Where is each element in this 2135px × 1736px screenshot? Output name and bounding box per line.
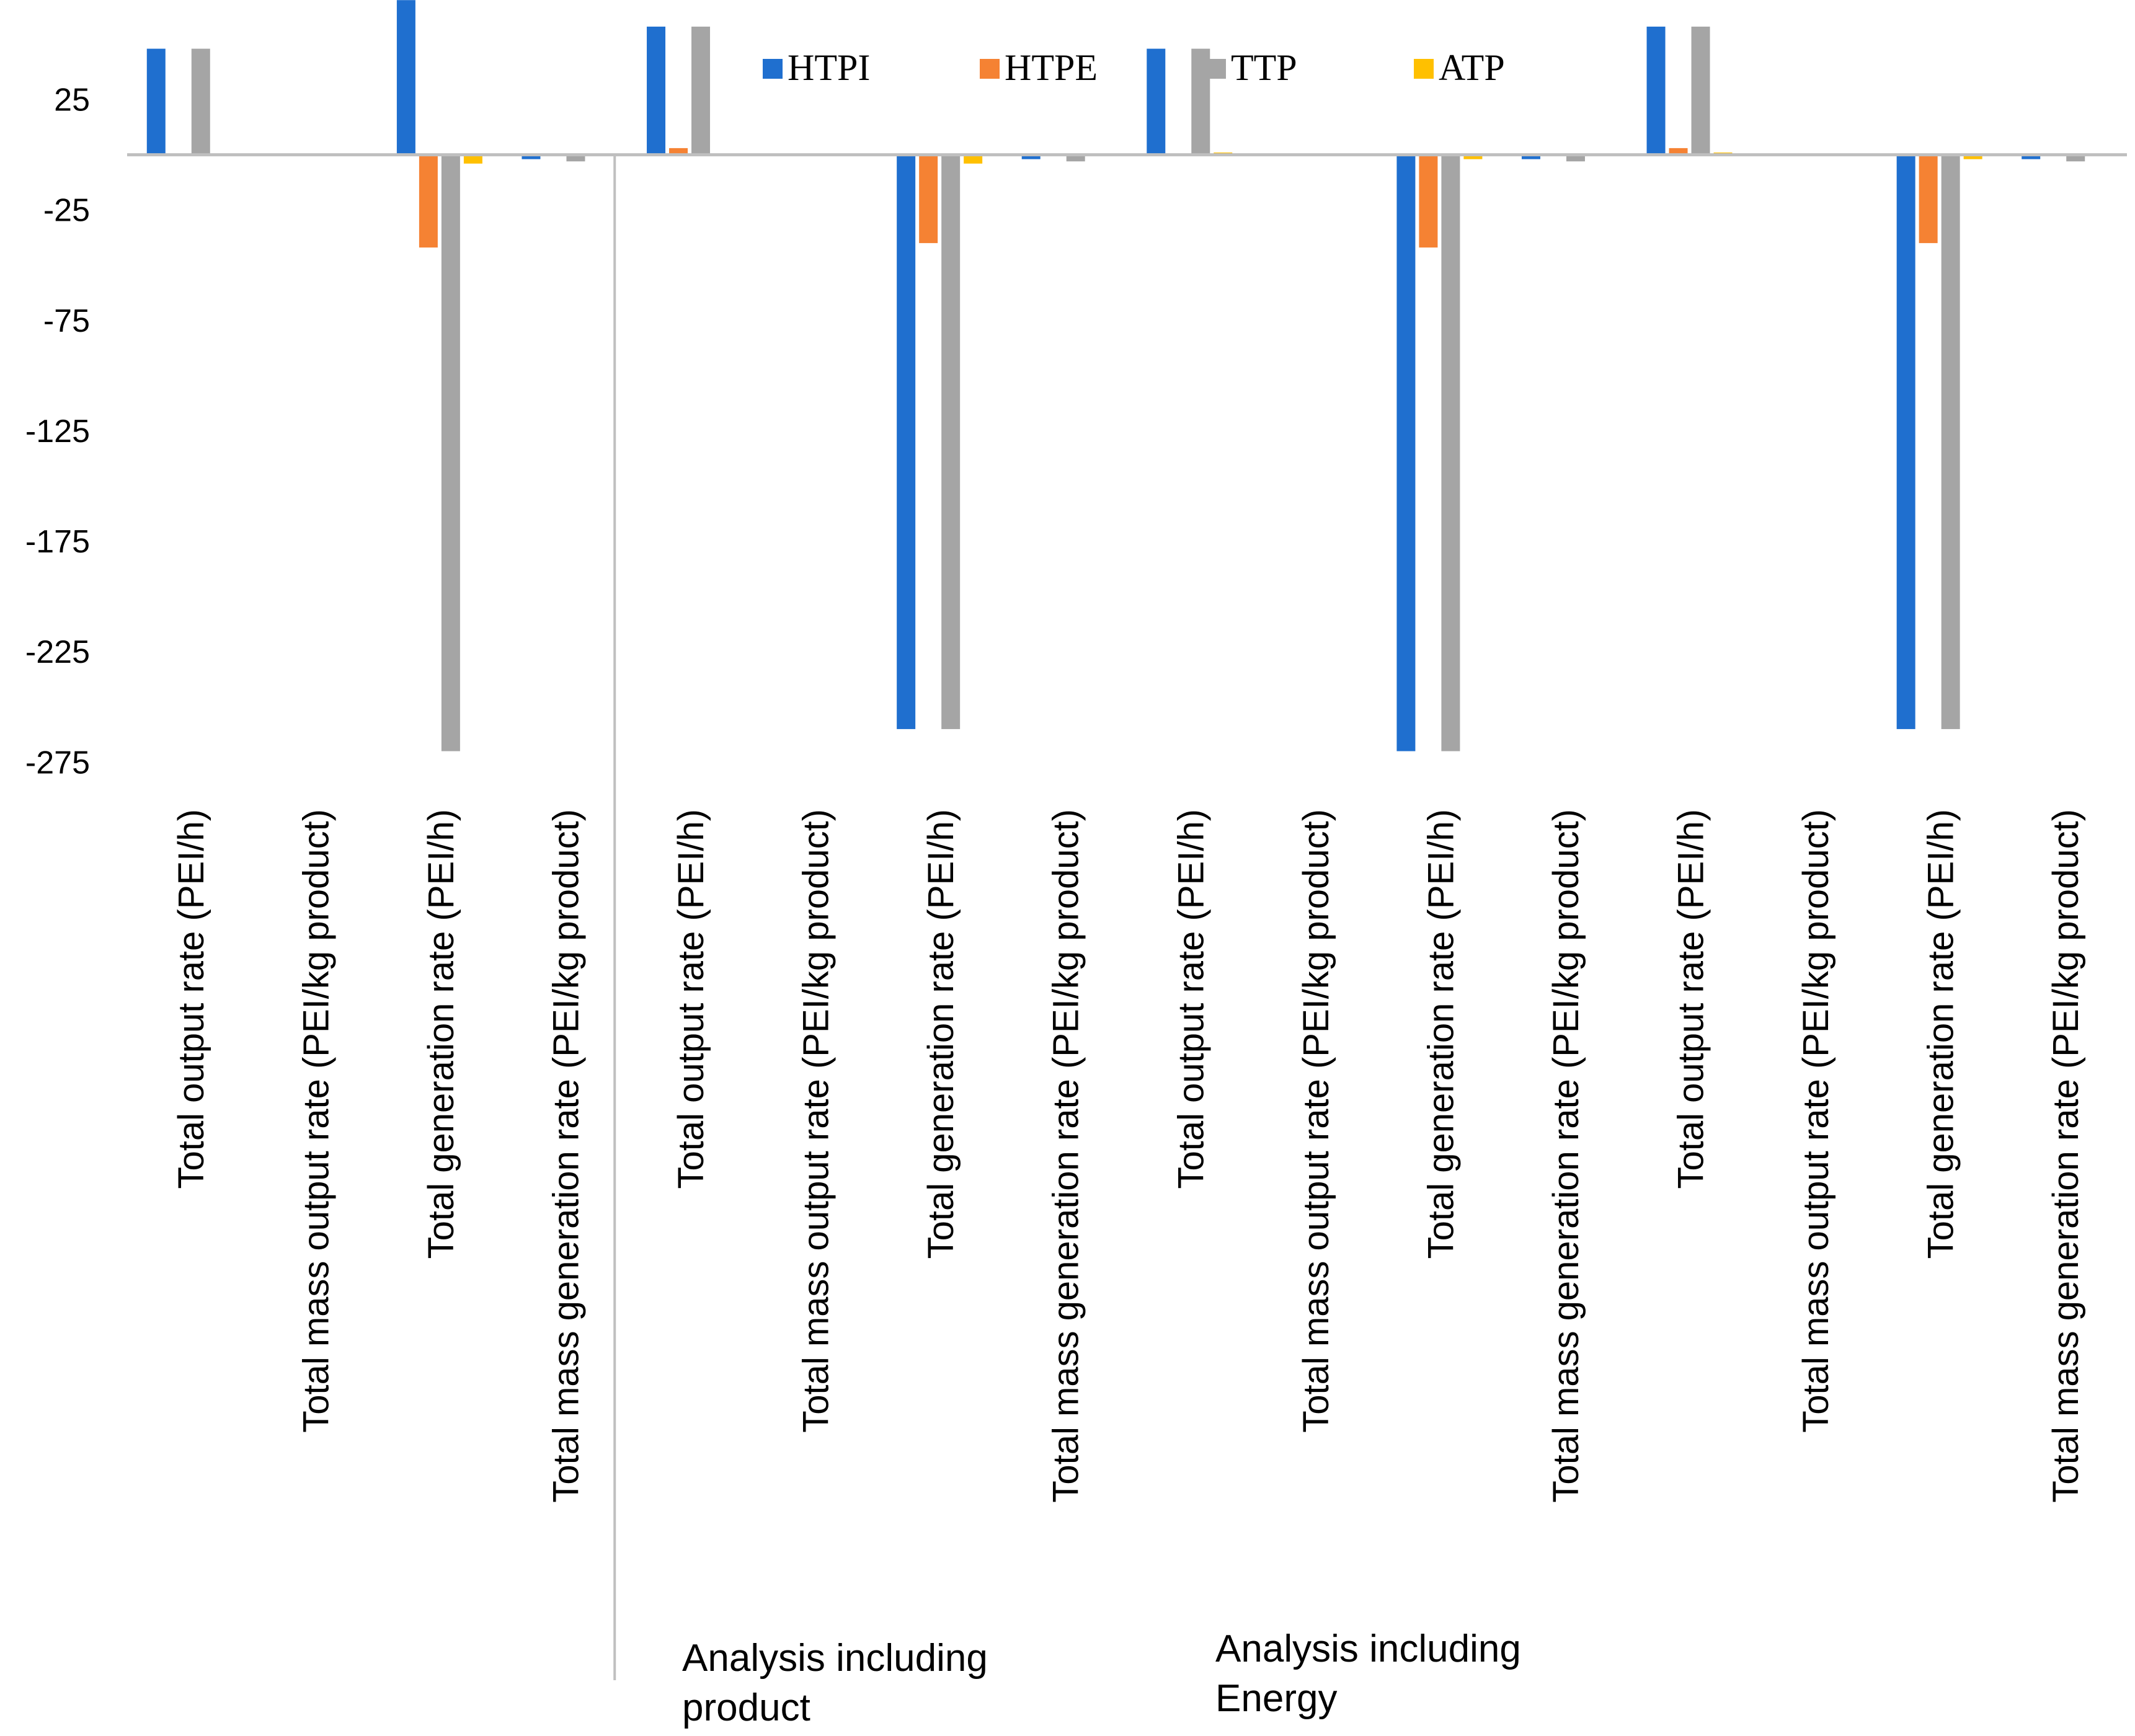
category-label: Total output rate (PEI/h) — [671, 809, 711, 1189]
y-tick-label: -275 — [25, 745, 90, 781]
y-tick-label: -125 — [25, 414, 90, 450]
bar-atp — [1963, 154, 1982, 159]
category-labels: Total output rate (PEI/h) Total mass outp… — [171, 809, 2086, 1503]
bar-htpe — [1419, 154, 1438, 248]
bar-htpe — [1669, 148, 1688, 155]
category-label: Total generation rate (PEI/h) — [1421, 809, 1461, 1259]
category-label: Total mass output rate (PEI/kg product) — [796, 809, 837, 1433]
bar-ttp — [191, 48, 210, 155]
bar-htpi — [1646, 26, 1666, 155]
bar-ttp — [441, 154, 460, 751]
category-label: Total generation rate (PEI/h) — [1921, 809, 1961, 1259]
bar-ttp — [1941, 154, 1960, 729]
legend-swatch-ttp — [1206, 59, 1226, 79]
bar-ttp — [2066, 154, 2085, 162]
bar-htpe — [1919, 154, 1938, 244]
category-label: Total mass generation rate (PEI/kg produ… — [2046, 809, 2086, 1503]
category-label: Total output rate (PEI/h) — [1671, 809, 1711, 1189]
group-annotation: Analysis including Energy — [1215, 1628, 1521, 1720]
bar-ttp — [1691, 26, 1710, 155]
bar-ttp — [691, 26, 711, 155]
y-tick-label: 25 — [54, 82, 90, 118]
bar-htpi — [1147, 48, 1166, 155]
y-axis-ticks: 25 -25 -75 -125 -175 -225 -275 — [25, 82, 90, 781]
legend-label-htpi: HTPI — [788, 47, 870, 88]
bar-atp — [463, 154, 482, 164]
bar-ttp — [1066, 154, 1085, 162]
bar-htpe — [919, 154, 938, 244]
bar-ttp — [566, 154, 585, 162]
bar-atp — [1463, 154, 1483, 159]
legend: HTPI HTPE TTP ATP — [763, 47, 1505, 88]
bar-ttp — [941, 154, 961, 729]
bar-htpi — [1896, 154, 1915, 729]
bar-htpi — [897, 154, 916, 729]
y-tick-label: -225 — [25, 634, 90, 670]
category-label: Total mass output rate (PEI/kg product) — [1296, 809, 1336, 1433]
bar-htpi — [1021, 154, 1041, 159]
legend-label-atp: ATP — [1439, 47, 1505, 88]
bars — [146, 0, 2085, 751]
category-label: Total mass generation rate (PEI/kg produ… — [546, 809, 586, 1503]
bar-htpi — [1396, 154, 1416, 751]
y-tick-label: -75 — [43, 303, 90, 339]
category-label: Total output rate (PEI/h) — [1171, 809, 1211, 1189]
bar-htpi — [2022, 154, 2041, 159]
bar-ttp — [1441, 154, 1460, 751]
bar-htpi — [522, 154, 541, 159]
bar-htpi — [647, 26, 666, 155]
bar-htpi — [146, 48, 166, 155]
category-label: Total generation rate (PEI/h) — [921, 809, 961, 1259]
category-label: Total mass output rate (PEI/kg product) — [296, 809, 336, 1433]
category-label: Total mass generation rate (PEI/kg produ… — [1546, 809, 1586, 1503]
legend-label-ttp: TTP — [1231, 47, 1297, 88]
category-label: Total output rate (PEI/h) — [171, 809, 211, 1189]
bar-htpi — [396, 0, 415, 155]
y-tick-label: -25 — [43, 193, 90, 229]
y-tick-label: -175 — [25, 524, 90, 560]
category-label: Total generation rate (PEI/h) — [421, 809, 461, 1259]
category-label: Total mass generation rate (PEI/kg produ… — [1046, 809, 1086, 1503]
legend-swatch-htpi — [763, 59, 783, 79]
group-annotation: Analysis including product — [682, 1637, 988, 1729]
bar-htpe — [669, 148, 688, 155]
bar-ttp — [1566, 154, 1585, 162]
bar-htpe — [419, 154, 438, 248]
group-annotations: Analysis including product Analysis includ… — [682, 1628, 1521, 1729]
legend-swatch-htpe — [980, 59, 1000, 79]
legend-swatch-atp — [1414, 59, 1434, 79]
bar-atp — [964, 154, 983, 164]
bar-htpi — [1521, 154, 1540, 159]
legend-label-htpe: HTPE — [1005, 47, 1098, 88]
category-label: Total mass output rate (PEI/kg product) — [1796, 809, 1836, 1433]
